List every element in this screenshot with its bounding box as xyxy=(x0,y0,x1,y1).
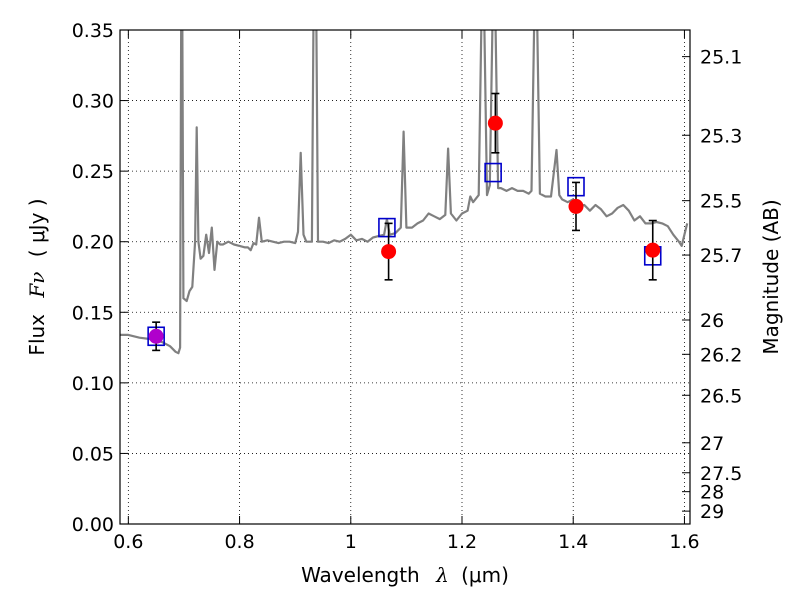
x-tick-label: 0.6 xyxy=(113,531,143,553)
x-tick-label: 0.8 xyxy=(224,531,254,553)
mag-tick-label: 25.1 xyxy=(700,47,742,69)
mag-tick-label: 27.5 xyxy=(700,463,742,485)
mag-tick-label: 25.5 xyxy=(700,191,742,213)
x-tick-label: 1 xyxy=(345,531,357,553)
mag-tick-label: 25.7 xyxy=(700,245,742,267)
mag-tick-label: 25.3 xyxy=(700,125,742,147)
y-tick-label: 0.30 xyxy=(72,91,114,113)
x-axis-label-symbol: λ xyxy=(435,563,449,587)
mag-tick-label: 26.2 xyxy=(700,344,742,366)
x-tick-label: 1.4 xyxy=(558,531,588,553)
y-tick-label: 0.10 xyxy=(72,373,114,395)
y-tick-label: 0.00 xyxy=(72,514,114,536)
spectrum-line xyxy=(120,30,689,355)
spectrum-group xyxy=(120,30,689,355)
mag-tick-label: 26 xyxy=(700,310,724,332)
observed-group xyxy=(148,92,661,352)
mag-tick-label: 26.5 xyxy=(700,385,742,407)
observed-point xyxy=(487,115,503,131)
y-tick-label: 0.25 xyxy=(72,161,114,183)
observed-point xyxy=(568,198,584,214)
ticks-group: 0.6 0.8 1 1.2 1.4 1.6 0.00 0.05 0.10 0.15 0.20 0.25… xyxy=(72,20,743,553)
y-tick-label: 0.05 xyxy=(72,443,114,465)
y-axis-label-text: Flux xyxy=(25,314,49,356)
mag-tick-label: 28 xyxy=(700,482,724,504)
y-tick-label: 0.35 xyxy=(72,20,114,42)
model-point xyxy=(484,162,502,183)
plot-frame xyxy=(119,29,691,525)
x-tick-label: 1.6 xyxy=(669,531,699,553)
x-axis-label-text: Wavelength xyxy=(301,563,420,587)
mag-tick-label: 27 xyxy=(700,433,724,455)
x-tick-label: 1.2 xyxy=(447,531,477,553)
x-axis-label-unit: (μm) xyxy=(461,563,509,587)
y-axis-label-unit: ( μJy ) xyxy=(25,198,49,257)
mag-tick-label: 29 xyxy=(700,501,724,523)
y-axis-label-symbol: Fν xyxy=(25,272,49,299)
y-tick-label: 0.20 xyxy=(72,232,114,254)
y2-axis-label: Magnitude (AB) xyxy=(759,199,783,354)
x-axis-label: Wavelength λ (μm) xyxy=(301,563,509,587)
y-axis-label: Flux Fν ( μJy ) xyxy=(25,198,49,355)
observed-point xyxy=(148,328,164,344)
y-tick-label: 0.15 xyxy=(72,302,114,324)
grid-group xyxy=(120,30,690,524)
observed-point xyxy=(645,242,661,258)
observed-point xyxy=(381,244,397,260)
model-point xyxy=(378,217,396,238)
